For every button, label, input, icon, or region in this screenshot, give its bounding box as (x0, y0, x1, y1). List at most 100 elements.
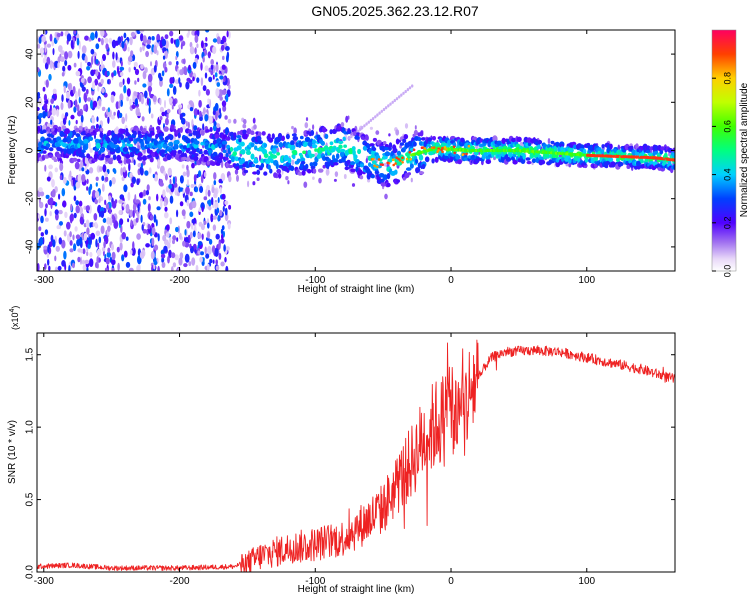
spectrogram-speckle (192, 61, 197, 69)
spectrogram-speckle (80, 256, 82, 265)
x-tick-label: 100 (578, 275, 595, 286)
spectrogram-band-mark (82, 144, 87, 150)
spectrogram-speckle (137, 203, 140, 213)
spectrogram-speckle (217, 197, 220, 204)
spectrogram-speckle (150, 113, 154, 119)
spectrogram-speckle (186, 220, 191, 229)
spectrogram-speckle (190, 184, 194, 188)
spectrogram-speckle (183, 263, 188, 268)
spectrogram-speckle (55, 245, 60, 252)
spectrogram-speckle (131, 104, 136, 109)
spectrogram-speckle (137, 162, 142, 168)
spectrogram-speckle (57, 265, 62, 271)
spectrogram-speckle (54, 266, 58, 271)
spectrogram-speckle (59, 162, 64, 172)
spectrogram-band-mark (193, 155, 199, 162)
spectrogram-speckle (378, 111, 381, 115)
spectrogram-speckle (37, 106, 40, 112)
spectrogram-speckle (69, 248, 74, 253)
spectrogram-speckle (208, 76, 213, 83)
y-tick-label: 20 (25, 96, 36, 108)
y-tick-label: 0.5 (25, 492, 36, 506)
spectrogram-speckle (90, 221, 94, 228)
spectrogram-band-mark (177, 149, 183, 154)
spectrogram-band-mark (427, 137, 432, 142)
spectrogram-speckle (64, 60, 68, 66)
spectrogram-speckle (179, 201, 184, 207)
spectrogram-band-mark (492, 135, 498, 142)
spectrogram-hotspot (405, 157, 409, 161)
spectrogram-speckle (125, 203, 130, 213)
spectrogram-speckle (162, 47, 167, 52)
spectrogram-speckle (198, 221, 203, 227)
spectrogram-speckle (111, 259, 116, 266)
spectrogram-speckle (61, 94, 64, 102)
spectrogram-speckle (293, 127, 297, 135)
spectrogram-speckle (57, 62, 60, 69)
spectrogram-band-mark (207, 149, 212, 154)
spectrogram-speckle (408, 86, 412, 90)
spectrogram-speckle (96, 248, 102, 257)
spectrogram-band-mark (539, 156, 544, 160)
spectrogram-speckle (195, 264, 199, 271)
spectrogram-speckle (119, 242, 123, 251)
spectrogram-band-mark (179, 127, 183, 133)
spectrogram-speckle (194, 34, 199, 43)
spectrogram-band-mark (60, 133, 66, 137)
spectrogram-band-mark (159, 135, 164, 141)
spectrogram-band-mark (380, 181, 387, 187)
spectrogram-speckle (221, 193, 226, 200)
spectrogram-speckle (96, 256, 99, 265)
spectrogram-speckle (207, 51, 211, 59)
spectrogram-speckle (384, 193, 388, 200)
spectrogram-band-mark (125, 153, 131, 159)
spectrogram-speckle (166, 88, 170, 97)
spectrogram-speckle (376, 113, 379, 117)
spectrogram-band-mark (80, 152, 85, 158)
spectrogram-speckle (118, 81, 123, 88)
spectrogram-speckle (206, 263, 210, 271)
spectrogram-band-mark (112, 154, 117, 161)
spectrogram-speckle (81, 174, 86, 183)
spectrogram-speckle (73, 212, 77, 219)
spectrogram-band-mark (75, 133, 81, 138)
spectrogram-band-mark (162, 143, 168, 149)
spectrogram-band-mark (244, 133, 248, 140)
spectrogram-speckle (56, 32, 61, 38)
spectrogram-speckle (374, 115, 377, 119)
spectrogram-speckle (87, 76, 92, 84)
spectrogram-speckle (211, 245, 216, 254)
spectrogram-band-mark (269, 168, 273, 174)
spectrogram-speckle (153, 174, 159, 182)
spectrogram-band-mark (353, 154, 358, 160)
spectrogram-speckle (126, 96, 129, 102)
spectrogram-band-mark (281, 135, 285, 142)
spectrogram-speckle (104, 171, 108, 177)
spectrogram-speckle (75, 91, 78, 100)
spectrogram-band-mark (49, 140, 55, 144)
figure-title: GN05.2025.362.23.12.R07 (311, 3, 479, 19)
spectrogram-speckle (86, 186, 89, 191)
spectrogram-speckle (201, 206, 204, 213)
spectrogram-speckle (48, 164, 53, 170)
spectrogram-speckle (94, 78, 99, 86)
spectrogram-speckle (101, 183, 105, 192)
spectrogram-band-mark (540, 159, 546, 165)
spectrogram-speckle (174, 254, 179, 261)
spectrogram-speckle (334, 171, 339, 178)
spectrogram-speckle (115, 52, 118, 61)
spectrogram-band-mark (182, 156, 187, 161)
spectrogram-band-mark (653, 145, 659, 152)
spectrogram-speckle (217, 215, 220, 222)
spectrogram-speckle (105, 257, 110, 265)
spectrogram-speckle (49, 210, 52, 217)
spectrogram-speckle (170, 37, 174, 44)
spectrogram-speckle (136, 209, 139, 217)
spectrogram-speckle (194, 249, 197, 254)
spectrogram-speckle (188, 79, 193, 84)
spectrogram-speckle (59, 221, 63, 226)
spectrogram-speckle (350, 135, 353, 139)
spectrogram-speckle (73, 62, 77, 68)
spectrogram-speckle (204, 65, 209, 72)
spectrogram-speckle (212, 215, 217, 220)
